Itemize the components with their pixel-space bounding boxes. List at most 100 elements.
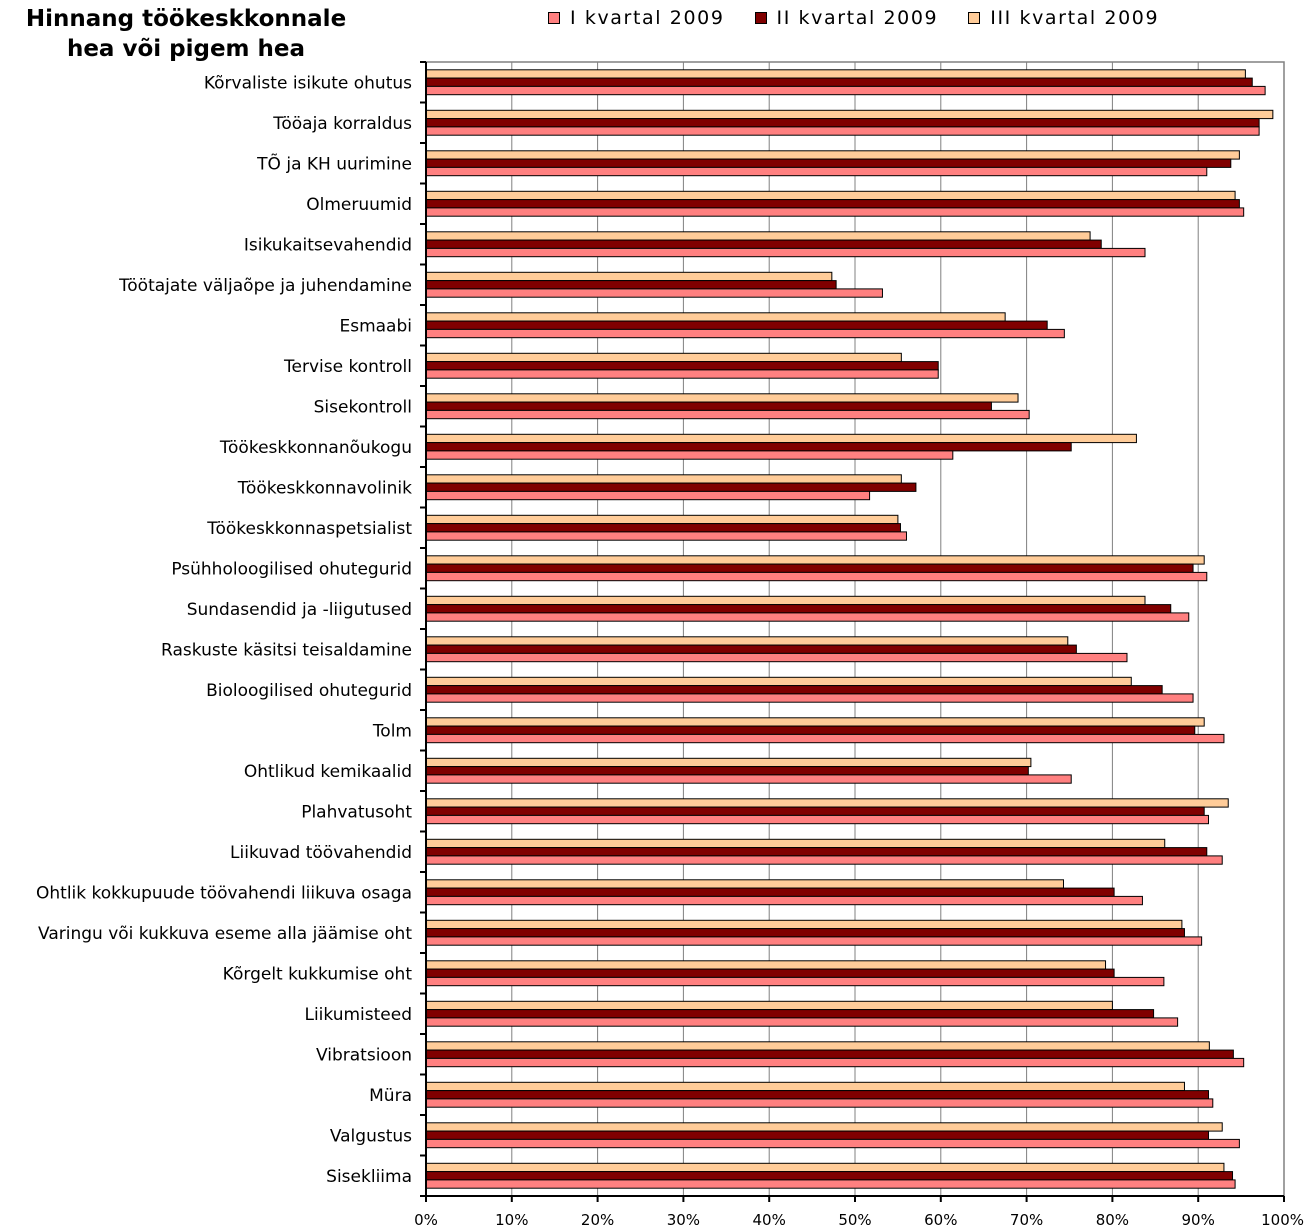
bar bbox=[425, 401, 992, 411]
x-tick-label: 0% bbox=[414, 1211, 438, 1229]
x-tick-label: 20% bbox=[581, 1211, 614, 1229]
bar bbox=[425, 879, 1064, 889]
bar bbox=[425, 814, 1209, 825]
bar bbox=[425, 1130, 1209, 1140]
bar bbox=[425, 595, 1146, 606]
bar bbox=[425, 109, 1274, 120]
bar bbox=[425, 1162, 1225, 1173]
x-tick-label: 50% bbox=[838, 1211, 871, 1229]
bar bbox=[425, 976, 1165, 987]
bar bbox=[425, 280, 837, 290]
bar bbox=[425, 320, 1048, 330]
bar bbox=[425, 85, 1266, 96]
bar bbox=[425, 288, 883, 298]
category-label: Liikumisteed bbox=[304, 1005, 412, 1025]
category-label: Kõrvaliste isikute ohutus bbox=[204, 73, 412, 93]
chart-title-line-2: hea või pigem hea bbox=[66, 36, 306, 62]
x-tick-label: 100% bbox=[1261, 1211, 1304, 1229]
category-label: Valgustus bbox=[330, 1126, 412, 1146]
bar bbox=[425, 571, 1208, 582]
bar bbox=[425, 69, 1246, 79]
chart-title: Hinnang töökeskkonnale hea või pigem hea bbox=[6, 4, 366, 64]
bar bbox=[425, 150, 1240, 160]
bar bbox=[425, 126, 1260, 136]
bar bbox=[425, 652, 1128, 663]
legend-swatch-q1 bbox=[548, 12, 560, 24]
category-label: Psühholoogilised ohutegurid bbox=[171, 559, 412, 579]
bar bbox=[425, 644, 1077, 654]
bar bbox=[425, 328, 1065, 339]
bar bbox=[425, 685, 1163, 695]
bar bbox=[425, 887, 1115, 897]
bar bbox=[425, 158, 1232, 168]
x-tick-label: 10% bbox=[495, 1211, 528, 1229]
bar bbox=[425, 936, 1203, 946]
category-label: Liikuvad töövahendid bbox=[230, 843, 412, 863]
category-label: TÕ ja KH uurimine bbox=[256, 152, 412, 174]
bar bbox=[425, 369, 939, 379]
bar bbox=[425, 1000, 1113, 1011]
category-label: Tööaja korraldus bbox=[272, 114, 412, 134]
bar bbox=[425, 717, 1205, 727]
bar bbox=[425, 190, 1236, 201]
bar bbox=[425, 838, 1166, 849]
bar bbox=[425, 612, 1190, 622]
bar bbox=[425, 442, 1072, 452]
bar bbox=[425, 1090, 1209, 1100]
legend-label-q3: III kvartal 2009 bbox=[990, 7, 1160, 29]
category-label: Sundasendid ja -liigutused bbox=[187, 600, 412, 620]
legend-item-q3: III kvartal 2009 bbox=[968, 7, 1159, 29]
x-tick-label: 70% bbox=[1010, 1211, 1043, 1229]
category-label: Isikukaitsevahendid bbox=[244, 235, 412, 255]
bar bbox=[425, 757, 1032, 768]
bar bbox=[425, 1057, 1245, 1068]
bar bbox=[425, 77, 1253, 87]
category-label: Olmeruumid bbox=[306, 195, 412, 215]
bar bbox=[425, 1179, 1236, 1189]
category-label: Ohtlikud kemikaalid bbox=[244, 762, 412, 782]
bar bbox=[425, 563, 1194, 573]
bar bbox=[425, 806, 1205, 816]
bar bbox=[425, 1171, 1234, 1181]
bar bbox=[425, 239, 1102, 249]
bar bbox=[425, 1098, 1214, 1108]
bar bbox=[425, 766, 1029, 776]
bar bbox=[425, 490, 871, 501]
bar bbox=[425, 433, 1137, 444]
bar bbox=[425, 919, 1183, 930]
bar bbox=[425, 733, 1225, 744]
bar bbox=[425, 231, 1091, 241]
category-label: Töökeskkonnaspetsialist bbox=[206, 519, 412, 539]
legend-label-q2: II kvartal 2009 bbox=[776, 7, 939, 29]
bar bbox=[425, 207, 1245, 217]
bar bbox=[425, 514, 899, 525]
category-label: Kõrgelt kukkumise oht bbox=[223, 964, 413, 984]
legend-item-q1: I kvartal 2009 bbox=[548, 7, 725, 29]
bar bbox=[425, 199, 1240, 209]
bar bbox=[425, 676, 1132, 687]
bar bbox=[425, 725, 1196, 735]
bar bbox=[425, 895, 1143, 906]
bar bbox=[425, 1081, 1185, 1092]
bar bbox=[425, 774, 1072, 784]
bar bbox=[425, 693, 1194, 703]
category-label: Esmaabi bbox=[339, 316, 412, 336]
x-tick-label: 30% bbox=[667, 1211, 700, 1229]
x-tick-label: 40% bbox=[753, 1211, 786, 1229]
category-label: Töökeskkonnavolinik bbox=[237, 478, 412, 498]
bar bbox=[425, 312, 1006, 322]
x-tick-label: 60% bbox=[924, 1211, 957, 1229]
bar bbox=[425, 531, 907, 541]
bar bbox=[425, 361, 939, 371]
category-label: Vibratsioon bbox=[316, 1045, 412, 1065]
chart-legend: I kvartal 2009 II kvartal 2009 III kvart… bbox=[548, 6, 1189, 30]
bar bbox=[425, 474, 902, 484]
bar bbox=[425, 393, 1019, 403]
bar bbox=[425, 523, 901, 533]
bar bbox=[425, 604, 1172, 614]
bar bbox=[425, 968, 1115, 978]
bar bbox=[425, 1122, 1223, 1132]
category-label: Tolm bbox=[372, 721, 412, 741]
category-label: Sisekontroll bbox=[314, 397, 412, 417]
